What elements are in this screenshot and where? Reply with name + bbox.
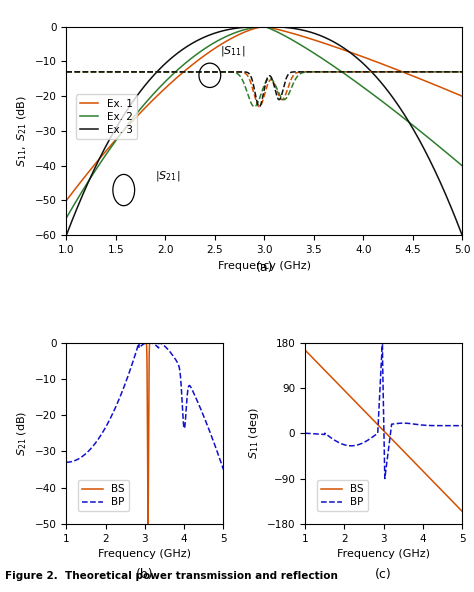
Text: (c): (c)	[375, 568, 392, 581]
Text: $|S_{21}|$: $|S_{21}|$	[155, 169, 181, 183]
Legend: Ex. 1, Ex. 2, Ex. 3: Ex. 1, Ex. 2, Ex. 3	[75, 95, 137, 139]
X-axis label: Frequency (GHz): Frequency (GHz)	[337, 549, 430, 559]
Legend: BS, BP: BS, BP	[317, 480, 368, 511]
Y-axis label: $S_{11}$ (deg): $S_{11}$ (deg)	[247, 407, 261, 459]
Text: $|S_{11}|$: $|S_{11}|$	[220, 44, 245, 58]
Text: (b): (b)	[136, 568, 154, 581]
Legend: BS, BP: BS, BP	[78, 480, 129, 511]
X-axis label: Frequency (GHz): Frequency (GHz)	[218, 260, 311, 271]
Text: (a): (a)	[255, 260, 273, 274]
X-axis label: Frequency (GHz): Frequency (GHz)	[99, 549, 191, 559]
Y-axis label: $S_{21}$ (dB): $S_{21}$ (dB)	[16, 411, 29, 456]
Y-axis label: $S_{11},\ S_{21}$ (dB): $S_{11},\ S_{21}$ (dB)	[16, 95, 29, 167]
Text: Figure 2.  Theoretical power transmission and reflection: Figure 2. Theoretical power transmission…	[5, 571, 337, 581]
